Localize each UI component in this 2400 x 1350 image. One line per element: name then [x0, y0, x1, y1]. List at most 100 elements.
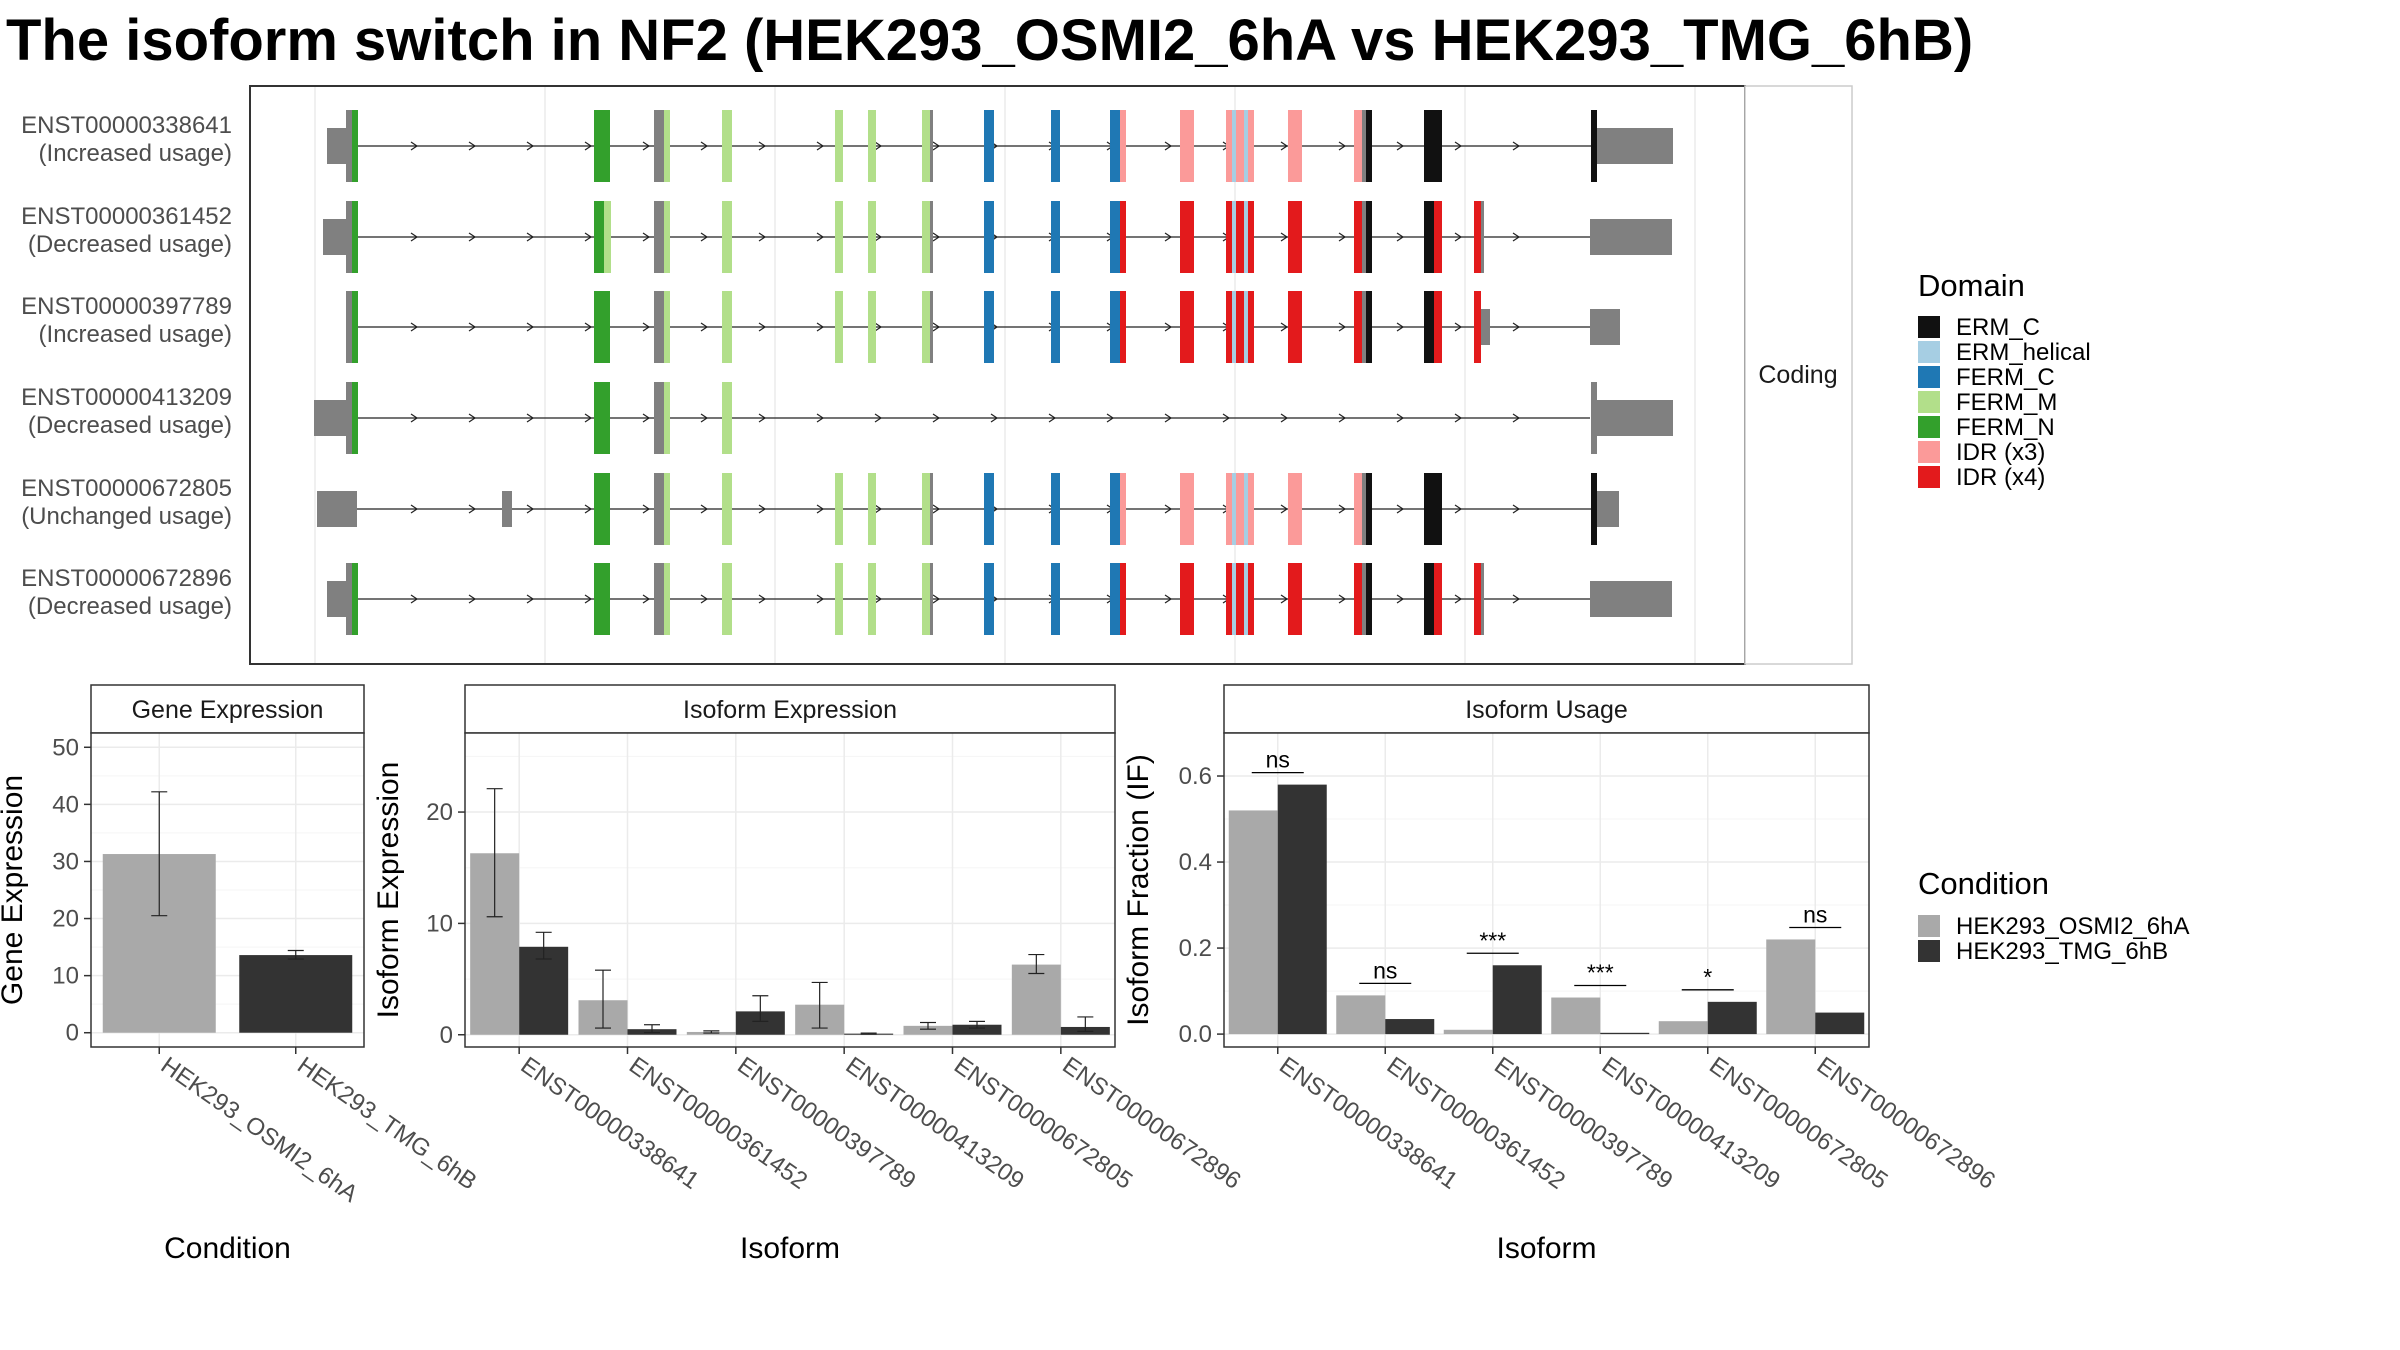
exon [1591, 473, 1597, 545]
x-tick-label: ENST00000338641 [516, 1052, 704, 1195]
bar-ENST00000338641 [1228, 810, 1278, 1035]
bar-ENST00000338641 [519, 946, 569, 1035]
direction-arrow [468, 232, 477, 242]
exon [1248, 291, 1254, 363]
isoform-label-usage: (Decreased usage) [28, 593, 232, 620]
exon [922, 563, 930, 635]
plot-area [465, 733, 1115, 1047]
direction-arrow [642, 141, 651, 151]
exon [1226, 473, 1232, 545]
direction-arrow [1396, 322, 1405, 332]
significance-label: ns [1266, 747, 1290, 773]
x-tick-label: ENST00000672896 [1057, 1052, 1245, 1195]
direction-arrow [816, 322, 825, 332]
exon [1434, 291, 1442, 363]
exon [1120, 201, 1126, 273]
gene-expression-panel: Gene Expression01020304050HEK293_OSMI2_6… [0, 684, 482, 1265]
y-tick-label: 50 [52, 734, 79, 761]
exon [502, 491, 512, 527]
plot-border [1223, 732, 1870, 1048]
exon [835, 291, 843, 363]
direction-arrow [700, 141, 709, 151]
isoform-label-usage: (Increased usage) [39, 321, 232, 348]
exon [1236, 291, 1244, 363]
direction-arrow [874, 504, 883, 514]
direction-arrow [932, 594, 941, 604]
exon [922, 201, 930, 273]
direction-arrow [758, 232, 767, 242]
exon [1180, 110, 1194, 182]
exon [1366, 110, 1372, 182]
y-tick-label: 0.2 [1179, 935, 1212, 962]
exon [930, 110, 933, 182]
exon [868, 563, 876, 635]
direction-arrow [1280, 413, 1289, 423]
transcript-track-ENST00000672805 [317, 473, 1619, 545]
exon [1591, 110, 1597, 182]
direction-arrow [526, 232, 535, 242]
exon [930, 473, 933, 545]
exon [1248, 473, 1254, 545]
exon [1591, 382, 1597, 454]
exon [1232, 473, 1236, 545]
exon [722, 382, 732, 454]
exon [1120, 473, 1126, 545]
direction-arrow [584, 594, 593, 604]
exon [1232, 201, 1236, 273]
direction-arrow [1454, 504, 1463, 514]
bar-ENST00000397789 [1443, 1029, 1493, 1035]
direction-arrow [758, 141, 767, 151]
direction-arrow [526, 594, 535, 604]
direction-arrow [1164, 504, 1173, 514]
direction-arrow [642, 232, 651, 242]
direction-arrow [1454, 594, 1463, 604]
y-tick-label: 0 [66, 1020, 79, 1047]
exon [1474, 201, 1481, 273]
domain-legend-key [1918, 391, 1940, 413]
x-tick-label: ENST00000413209 [841, 1052, 1029, 1195]
direction-arrow [700, 322, 709, 332]
direction-arrow [584, 413, 593, 423]
direction-arrow [1280, 232, 1289, 242]
direction-arrow [1338, 504, 1347, 514]
exon [346, 110, 352, 182]
isoform-label-id: ENST00000361452 [21, 203, 232, 230]
exon [1362, 563, 1366, 635]
exon [594, 291, 610, 363]
y-axis-title: Isoform Expression [372, 762, 405, 1019]
x-tick-label: ENST00000672805 [1704, 1052, 1892, 1195]
structure-strip-label: Coding [1758, 361, 1837, 389]
direction-arrow [642, 413, 651, 423]
domain-legend-label: IDR (x4) [1956, 464, 2045, 491]
exon [1354, 110, 1362, 182]
exon [1244, 201, 1248, 273]
exon [1120, 110, 1126, 182]
domain-legend-label: ERM_C [1956, 314, 2040, 341]
domain-legend-key [1918, 416, 1940, 438]
x-tick-label: ENST00000397789 [732, 1052, 920, 1195]
exon [654, 473, 666, 545]
exon [327, 128, 349, 164]
bar-ENST00000672896 [1766, 939, 1816, 1035]
exon [1236, 110, 1244, 182]
exon [930, 291, 933, 363]
direction-arrow [1396, 504, 1405, 514]
exon [1244, 291, 1248, 363]
direction-arrow [816, 232, 825, 242]
direction-arrow [1396, 413, 1405, 423]
exon [664, 201, 670, 273]
y-tick-label: 10 [52, 963, 79, 990]
isoform-label-usage: (Decreased usage) [28, 412, 232, 439]
structure-gridlines [314, 87, 1696, 663]
exon [314, 400, 349, 436]
exon [1474, 563, 1481, 635]
exon [1354, 201, 1362, 273]
x-tick-label: ENST00000361452 [624, 1052, 812, 1195]
bar-ENST00000672896 [1011, 964, 1061, 1035]
exon [1590, 219, 1672, 255]
x-tick-label: ENST00000361452 [1382, 1052, 1570, 1195]
exon [594, 382, 610, 454]
structure-panel-border [249, 85, 1746, 665]
domain-legend-label: FERM_M [1956, 389, 2057, 416]
